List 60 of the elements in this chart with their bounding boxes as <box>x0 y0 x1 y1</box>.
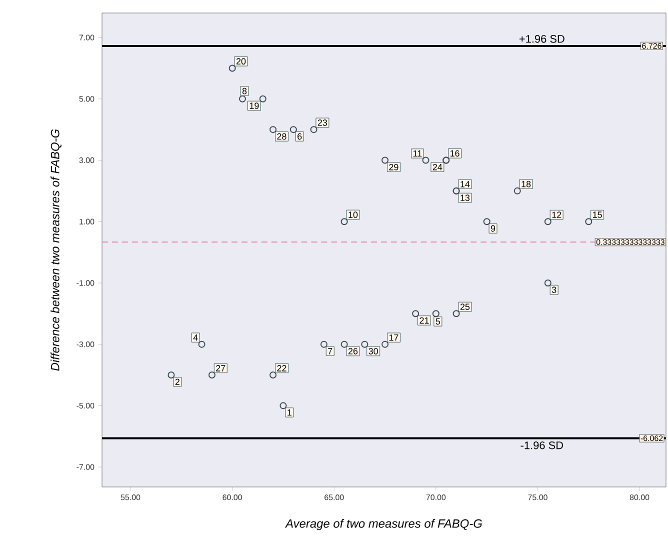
annotation: 7 <box>328 348 332 354</box>
point <box>412 310 420 318</box>
point <box>514 187 521 194</box>
annotation: 21 <box>420 317 429 324</box>
point <box>544 279 552 286</box>
annotation: 19 <box>250 102 259 109</box>
point <box>544 218 552 226</box>
annotation: 27 <box>216 365 226 372</box>
ref-line-label: +1.96 SD <box>519 35 564 43</box>
annotation: 18 <box>522 180 531 188</box>
point <box>422 156 430 164</box>
point <box>228 64 236 72</box>
annotation: 20 <box>236 58 246 65</box>
annotation: 16 <box>450 150 460 157</box>
point <box>270 372 277 379</box>
ref-line-label: -1.96 SD <box>520 441 564 450</box>
annotation: 15 <box>593 212 602 218</box>
point <box>382 340 389 348</box>
annotation: 3 <box>552 286 556 294</box>
point <box>452 310 460 318</box>
point <box>168 372 175 379</box>
annotation: 9 <box>490 225 496 232</box>
point <box>340 340 348 348</box>
point <box>259 95 266 102</box>
annotation: 26 <box>348 348 358 354</box>
annotation: 10 <box>348 212 358 218</box>
point <box>270 126 277 134</box>
x-axis-title: Average of two measures of FABQ-G <box>284 518 482 530</box>
annotation: 29 <box>389 164 398 170</box>
annotation: 11 <box>413 150 422 157</box>
annotation: 14 <box>460 181 470 188</box>
annotation: 28 <box>277 133 286 140</box>
annotation: 2 <box>175 378 180 385</box>
annotation: 24 <box>432 164 442 170</box>
point <box>361 340 368 348</box>
point <box>432 310 440 318</box>
point <box>198 340 206 348</box>
annotation: 13 <box>460 194 470 201</box>
point <box>340 218 348 226</box>
point <box>382 156 389 164</box>
y-axis-title: Difference between two measures of FABQ-G <box>50 129 62 371</box>
annotation: 22 <box>277 365 286 372</box>
point <box>320 340 328 348</box>
point <box>290 126 297 134</box>
annotation: 17 <box>389 334 398 341</box>
annotation: 25 <box>460 304 470 310</box>
point <box>483 218 490 226</box>
annotation: 8 <box>242 88 247 94</box>
annotation: 5 <box>436 318 440 325</box>
point <box>585 218 592 226</box>
annotation: 12 <box>552 212 562 218</box>
annotation: 6 <box>298 133 302 140</box>
annotation: 30 <box>368 348 378 354</box>
point <box>239 95 246 102</box>
point <box>310 126 318 134</box>
annotation: 1 <box>288 409 292 416</box>
annotation: 23 <box>318 120 328 126</box>
point <box>208 372 216 379</box>
annotation: 4 <box>193 334 198 341</box>
point <box>280 402 287 410</box>
